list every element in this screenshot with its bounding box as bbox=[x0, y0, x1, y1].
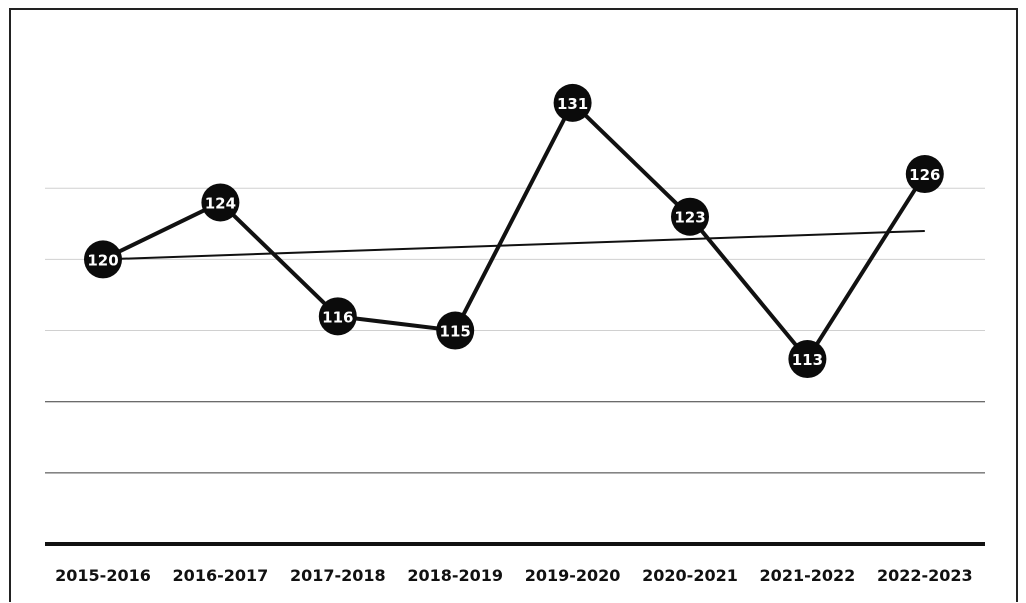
marker-layer bbox=[84, 83, 944, 379]
data-label: 123 bbox=[674, 209, 705, 227]
data-point bbox=[436, 311, 475, 350]
gridlines bbox=[45, 187, 985, 474]
data-label: 113 bbox=[792, 351, 823, 369]
data-point bbox=[84, 240, 122, 279]
data-label-layer: 120 124 116 115 131 123 113 126 bbox=[87, 95, 940, 369]
x-tick-label: 2019-2020 bbox=[525, 566, 621, 585]
data-label: 124 bbox=[205, 194, 236, 212]
data-point bbox=[905, 155, 944, 194]
data-label: 131 bbox=[557, 95, 588, 113]
data-label: 115 bbox=[440, 323, 471, 341]
x-tick-label: 2020-2021 bbox=[642, 566, 738, 585]
data-label: 116 bbox=[322, 308, 353, 326]
chart-frame bbox=[9, 8, 1018, 602]
x-tick-label: 2016-2017 bbox=[173, 566, 269, 585]
data-point bbox=[318, 297, 357, 336]
x-tick-label: 2022-2023 bbox=[877, 566, 973, 585]
x-tick-labels: 2015-2016 2016-2017 2017-2018 2018-2019 2019… bbox=[55, 566, 973, 585]
data-point bbox=[553, 83, 592, 122]
x-tick-label: 2018-2019 bbox=[407, 566, 503, 585]
series-layer bbox=[102, 100, 927, 362]
series-line bbox=[102, 100, 927, 362]
x-tick-label: 2021-2022 bbox=[760, 566, 856, 585]
data-label: 126 bbox=[909, 166, 940, 184]
x-tick-label: 2015-2016 bbox=[55, 566, 151, 585]
trendline-layer bbox=[102, 229, 925, 261]
data-point bbox=[671, 197, 709, 236]
data-point bbox=[201, 183, 240, 222]
data-label: 120 bbox=[87, 251, 118, 269]
trendline bbox=[102, 229, 925, 261]
data-point bbox=[788, 340, 827, 379]
x-tick-label: 2017-2018 bbox=[290, 566, 386, 585]
